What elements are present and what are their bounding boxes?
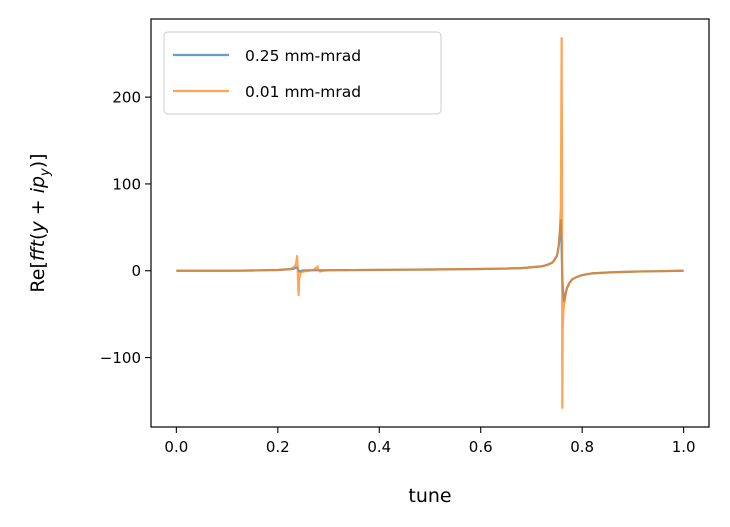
series-layer — [176, 37, 684, 409]
legend-box — [163, 31, 442, 115]
x-tick-label: 0.4 — [367, 438, 391, 456]
x-tick-label: 0.6 — [469, 438, 493, 456]
x-axis-label: tune — [408, 485, 451, 507]
x-tick-label: 0.2 — [266, 438, 290, 456]
y-tick-label: 200 — [112, 89, 141, 107]
x-tick-label: 0.8 — [570, 438, 594, 456]
plot-frame — [150, 18, 710, 428]
y-tick-label: 0 — [131, 262, 141, 280]
y-tick-label: −100 — [100, 349, 141, 367]
y-axis-label: Re[fft(y + ipy)] — [27, 153, 53, 292]
legend-label-series-2: 0.01 mm-mrad — [245, 83, 361, 101]
series-line-2 — [176, 37, 684, 409]
y-tick-label: 100 — [112, 175, 141, 193]
y-axis-ticks: −100 0 100 200 — [100, 89, 151, 367]
x-tick-label: 0.0 — [164, 438, 188, 456]
x-axis-ticks: 0.0 0.2 0.4 0.6 0.8 1.0 — [164, 427, 696, 456]
legend-label-series-1: 0.25 mm-mrad — [245, 47, 361, 65]
x-tick-label: 1.0 — [672, 438, 696, 456]
legend: 0.25 mm-mrad 0.01 mm-mrad — [163, 31, 442, 115]
